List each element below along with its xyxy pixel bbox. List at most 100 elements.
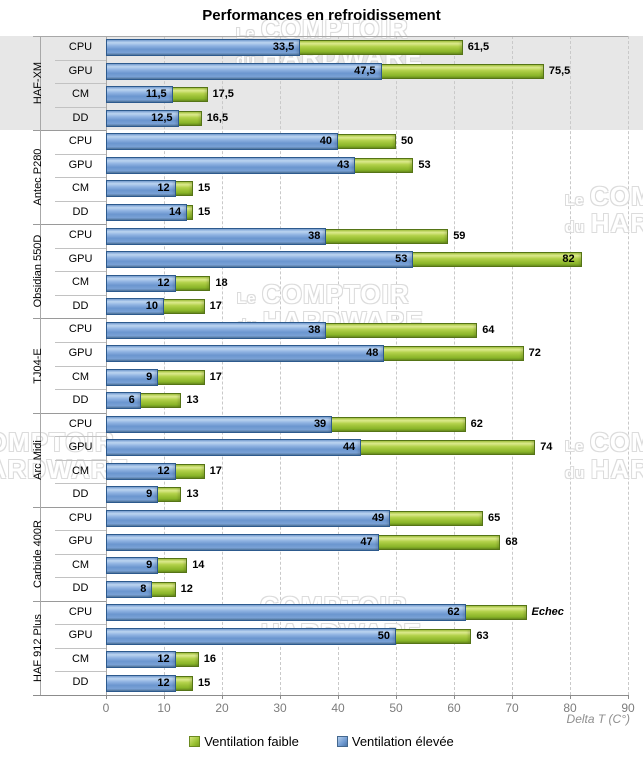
value-label-faible: 74 [540, 441, 553, 454]
value-label-faible: 59 [453, 229, 466, 242]
gridline [570, 36, 571, 695]
x-tick-label: 50 [389, 701, 403, 715]
group-label: HAF-XM [32, 61, 45, 105]
legend-label-elevee: Ventilation élevée [351, 734, 454, 749]
value-label-elevee: 43 [337, 158, 350, 171]
legend-label-faible: Ventilation faible [204, 734, 299, 749]
gridline [280, 36, 281, 695]
value-label-elevee: 44 [342, 441, 356, 454]
gridline [164, 36, 165, 695]
value-label-elevee: 12,5 [151, 111, 173, 124]
bar-ventilation-elevee [106, 321, 327, 339]
value-label-elevee: 53 [395, 253, 408, 266]
value-label-elevee: 40 [319, 135, 332, 148]
value-label-faible: 63 [476, 629, 489, 642]
value-label-faible: 68 [505, 535, 518, 548]
value-label-elevee: 12 [157, 653, 170, 666]
legend-swatch-elevee-icon [336, 736, 348, 747]
x-tick-label: 70 [505, 701, 519, 715]
category-label: DD [72, 676, 89, 689]
group-divider-line [33, 412, 106, 414]
value-label-faible: 15 [198, 182, 211, 195]
group-divider-line [33, 506, 106, 508]
bar-ventilation-elevee [106, 345, 385, 363]
x-tick-label: 80 [563, 701, 577, 715]
category-divider-line [55, 106, 106, 108]
value-label-faible: 50 [401, 135, 414, 148]
bar-ventilation-elevee [106, 392, 141, 410]
bar-ventilation-elevee [106, 533, 379, 551]
value-label-faible: 65 [488, 511, 501, 524]
category-label: GPU [68, 64, 93, 77]
value-label-faible: 53 [418, 158, 431, 171]
x-tick-mark [338, 695, 339, 699]
category-divider-line [55, 365, 106, 367]
category-label: CM [71, 88, 90, 101]
category-divider-line [55, 483, 106, 485]
category-label: GPU [68, 252, 93, 265]
x-tick-mark [396, 695, 397, 699]
category-divider-line [55, 553, 106, 555]
bar-ventilation-elevee [106, 462, 176, 480]
value-label-elevee: 12 [157, 182, 170, 195]
category-divider-line [55, 389, 106, 391]
value-label-faible: 62 [470, 417, 483, 430]
gridline [628, 36, 629, 695]
category-divider-line [55, 271, 106, 273]
value-label-elevee: 12 [157, 676, 170, 689]
group-divider-line [33, 600, 106, 602]
group-label: Antec P280 [32, 148, 45, 206]
bar-ventilation-elevee [106, 180, 176, 198]
bar-ventilation-elevee [106, 415, 333, 433]
gridline [396, 36, 397, 695]
category-label: GPU [68, 346, 93, 359]
value-label-faible: 15 [198, 206, 211, 219]
category-label: GPU [68, 535, 93, 548]
group-divider-line [33, 224, 106, 226]
value-label-faible: 64 [482, 323, 495, 336]
x-axis-label: Delta T (C°) [566, 712, 630, 726]
value-label-faible: 17,5 [212, 88, 234, 101]
category-divider-line [55, 459, 106, 461]
x-tick-label: 10 [157, 701, 171, 715]
value-label-elevee: 38 [308, 229, 321, 242]
value-label-elevee: 48 [366, 347, 379, 360]
legend-swatch-faible-icon [189, 736, 201, 747]
group-label: Arc Midi [32, 439, 45, 480]
value-label-elevee: 8 [140, 582, 147, 595]
x-tick-mark [454, 695, 455, 699]
category-label: CM [71, 558, 90, 571]
value-label-faible: 82 [562, 253, 575, 266]
bar-ventilation-elevee [106, 627, 396, 645]
value-label-elevee: 38 [308, 323, 321, 336]
value-label-elevee: 50 [377, 629, 390, 642]
category-label: CPU [68, 229, 93, 242]
x-tick-label: 0 [102, 701, 110, 715]
value-label-elevee: 39 [313, 417, 327, 430]
value-label-elevee: 10 [145, 300, 158, 313]
group-divider-line [33, 318, 106, 320]
value-label-faible: 18 [215, 276, 228, 289]
value-label-faible: 16 [203, 653, 217, 666]
x-tick-label: 90 [621, 701, 635, 715]
value-label-elevee: 11,5 [145, 88, 167, 101]
x-tick-mark [106, 695, 107, 699]
category-divider-line [55, 647, 106, 649]
value-label-elevee: 9 [146, 488, 153, 501]
value-label-elevee: 9 [146, 370, 153, 383]
value-label-faible: 75,5 [548, 64, 571, 77]
bar-ventilation-elevee [106, 274, 176, 292]
category-label: CPU [68, 323, 93, 336]
plot-left-line [106, 36, 107, 695]
value-label-elevee: 6 [128, 394, 135, 407]
value-label-faible: 13 [186, 488, 199, 501]
category-label: CPU [68, 605, 93, 618]
value-label-faible: 16,5 [206, 111, 229, 124]
bar-ventilation-elevee [106, 39, 301, 57]
value-label-elevee: 62 [447, 606, 460, 619]
bar-ventilation-elevee [106, 651, 176, 669]
bar-ventilation-elevee [106, 86, 173, 104]
x-tick-label: 30 [273, 701, 287, 715]
category-divider-line [55, 83, 106, 85]
category-divider-line [55, 671, 106, 673]
